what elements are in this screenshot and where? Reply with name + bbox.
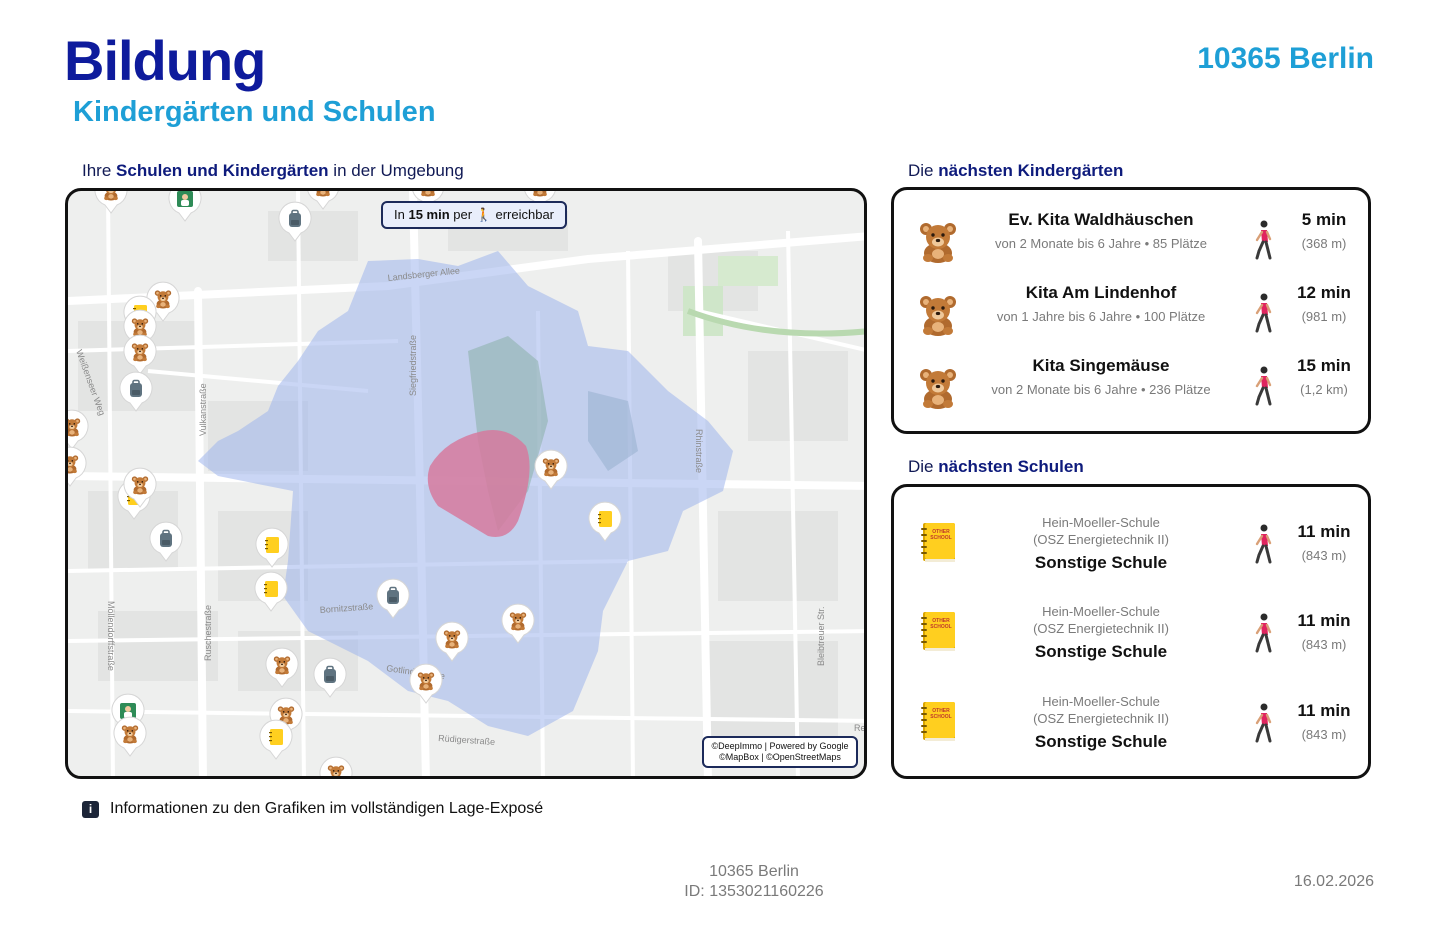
street-label: Möllendorffstraße [106, 601, 116, 671]
school-panel: OTHER SCHOOL Hein-Moeller-Schule (OSZ Ene… [891, 484, 1371, 779]
kindergarten-name: Kita Am Lindenhof [1025, 283, 1177, 302]
street-label: Bleibtreuer Str. [816, 606, 826, 666]
svg-text:OTHER: OTHER [932, 618, 950, 624]
walk-distance: (981 m) [1301, 309, 1347, 324]
teddy-bear-icon [916, 366, 960, 410]
walk-distance: (843 m) [1301, 637, 1347, 652]
school-caption: Die nächsten Schulen [908, 457, 1084, 476]
street-label: Rhinstraße [694, 429, 704, 473]
school-marker[interactable] [313, 657, 347, 698]
page-title: Bildung [64, 29, 266, 92]
kindergarten-panel: Ev. Kita Waldhäuschen von 2 Monate bis 6… [891, 187, 1371, 434]
school-marker[interactable] [168, 191, 202, 222]
school-name-sub: (OSZ Energietechnik II) [1033, 621, 1169, 636]
school-name: Hein-Moeller-Schule [1042, 515, 1160, 530]
street-label: Siegfriedstraße [408, 335, 418, 396]
school-type: Sonstige Schule [1034, 642, 1168, 661]
teddy-bear-icon [916, 220, 960, 264]
walking-person-icon: 🚶 [475, 207, 492, 222]
svg-text:OTHER: OTHER [932, 708, 950, 714]
svg-text:SCHOOL: SCHOOL [930, 624, 951, 630]
svg-text:OTHER: OTHER [932, 529, 950, 535]
footer-id: ID: 1353021160226 [684, 883, 824, 900]
walk-time: 11 min [1297, 611, 1351, 630]
street-label: Vulkanstraße [198, 383, 208, 436]
kindergarten-marker[interactable] [94, 191, 128, 214]
school-marker[interactable] [254, 571, 288, 612]
walking-person-icon [1252, 524, 1274, 564]
walk-distance: (368 m) [1301, 236, 1347, 251]
kindergarten-caption: Die nächsten Kindergärten [908, 161, 1124, 180]
kindergarten-name: Ev. Kita Waldhäuschen [1008, 210, 1194, 229]
school-name: Hein-Moeller-Schule [1042, 604, 1160, 619]
kindergarten-name: Kita Singemäuse [1032, 356, 1170, 375]
kindergarten-detail: von 2 Monate bis 6 Jahre • 85 Plätze [995, 236, 1207, 251]
kindergarten-marker[interactable] [113, 716, 147, 757]
walking-person-icon [1252, 366, 1274, 406]
street-label: Bornitzstraße [319, 601, 373, 615]
walk-distance: (843 m) [1301, 548, 1347, 563]
footer-meta: 10365 Berlin ID: 1353021160226 [620, 862, 888, 902]
info-icon: i [82, 800, 99, 818]
school-name-sub: (OSZ Energietechnik II) [1033, 532, 1169, 547]
footer-date: 16.02.2026 [1293, 873, 1374, 890]
walking-person-icon [1252, 703, 1274, 743]
school-marker[interactable] [259, 719, 293, 760]
kindergarten-marker[interactable] [68, 409, 89, 450]
teddy-bear-icon [916, 293, 960, 337]
map-caption: Ihre Schulen und Kindergärten in der Umg… [82, 161, 464, 180]
walk-time: 5 min [1301, 210, 1347, 229]
school-type: Sonstige Schule [1034, 553, 1168, 572]
street-label: Rüdigerstraße [438, 733, 496, 747]
street-label: Rei [854, 723, 867, 733]
kindergarten-marker[interactable] [306, 191, 340, 210]
location-city: 10365 Berlin [1197, 42, 1374, 75]
walking-person-icon [1252, 613, 1274, 653]
street-label: Ruschestraße [203, 605, 213, 661]
kindergarten-detail: von 1 Jahre bis 6 Jahre • 100 Plätze [996, 309, 1206, 324]
school-name: Hein-Moeller-Schule [1042, 694, 1160, 709]
footer-city: 10365 Berlin [709, 863, 799, 880]
walk-time: 11 min [1297, 701, 1351, 720]
walk-time: 12 min [1297, 283, 1351, 302]
walking-person-icon [1252, 220, 1274, 260]
walk-distance: (843 m) [1301, 727, 1347, 742]
walking-person-icon [1252, 293, 1274, 333]
info-note: i Informationen zu den Grafiken im volls… [82, 800, 543, 818]
walk-time: 11 min [1297, 522, 1351, 541]
school-name-sub: (OSZ Energietechnik II) [1033, 711, 1169, 726]
map-canvas: Landsberger Allee Siegfriedstraße Vulkan… [68, 191, 867, 779]
kindergarten-marker[interactable] [319, 756, 353, 779]
walk-distance: (1,2 km) [1300, 382, 1348, 397]
page-subtitle: Kindergärten und Schulen [73, 96, 436, 128]
reachability-badge: In 15 min per 🚶 erreichbar [381, 201, 567, 229]
info-text: Informationen zu den Grafiken im vollstä… [110, 800, 544, 817]
svg-text:SCHOOL: SCHOOL [930, 535, 951, 541]
svg-text:SCHOOL: SCHOOL [930, 714, 951, 720]
kindergarten-detail: von 2 Monate bis 6 Jahre • 236 Plätze [991, 382, 1211, 397]
area-map[interactable]: Landsberger Allee Siegfriedstraße Vulkan… [65, 188, 867, 779]
school-type: Sonstige Schule [1034, 732, 1168, 751]
walk-time: 15 min [1297, 356, 1351, 375]
map-attribution: ©DeepImmo | Powered by Google ©MapBox | … [702, 736, 858, 768]
